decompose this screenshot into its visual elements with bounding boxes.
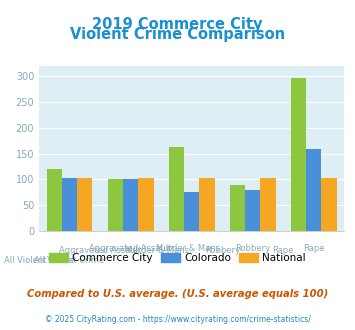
Bar [138, 179, 153, 231]
Text: Murder & Mans...: Murder & Mans... [125, 246, 197, 255]
Text: Rape: Rape [303, 244, 324, 253]
Bar [62, 179, 77, 231]
Bar [77, 179, 92, 231]
Text: Aggravated Assault: Aggravated Assault [59, 246, 141, 255]
Text: © 2025 CityRating.com - https://www.cityrating.com/crime-statistics/: © 2025 CityRating.com - https://www.city… [45, 315, 310, 324]
Text: Rape: Rape [273, 246, 294, 255]
Bar [306, 148, 322, 231]
Legend: Commerce City, Colorado, National: Commerce City, Colorado, National [45, 248, 310, 267]
Text: Violent Crime Comparison: Violent Crime Comparison [70, 27, 285, 42]
Text: 2019 Commerce City: 2019 Commerce City [92, 17, 263, 32]
Bar [123, 180, 138, 231]
Bar [291, 78, 306, 231]
Text: Compared to U.S. average. (U.S. average equals 100): Compared to U.S. average. (U.S. average … [27, 289, 328, 299]
Text: Murder & Mans...: Murder & Mans... [156, 244, 228, 253]
Bar [230, 184, 245, 231]
Text: Aggravated Assault: Aggravated Assault [89, 244, 172, 253]
Bar [200, 179, 214, 231]
Bar [169, 147, 184, 231]
Text: Robbery: Robbery [205, 246, 240, 255]
Text: All Violent Crime: All Violent Crime [34, 256, 105, 265]
Text: Robbery: Robbery [235, 244, 270, 253]
Bar [108, 180, 123, 231]
Bar [322, 179, 337, 231]
Bar [261, 179, 275, 231]
Bar [245, 190, 261, 231]
Bar [184, 192, 200, 231]
Text: All Violent Crime: All Violent Crime [4, 256, 74, 265]
Bar [47, 169, 62, 231]
